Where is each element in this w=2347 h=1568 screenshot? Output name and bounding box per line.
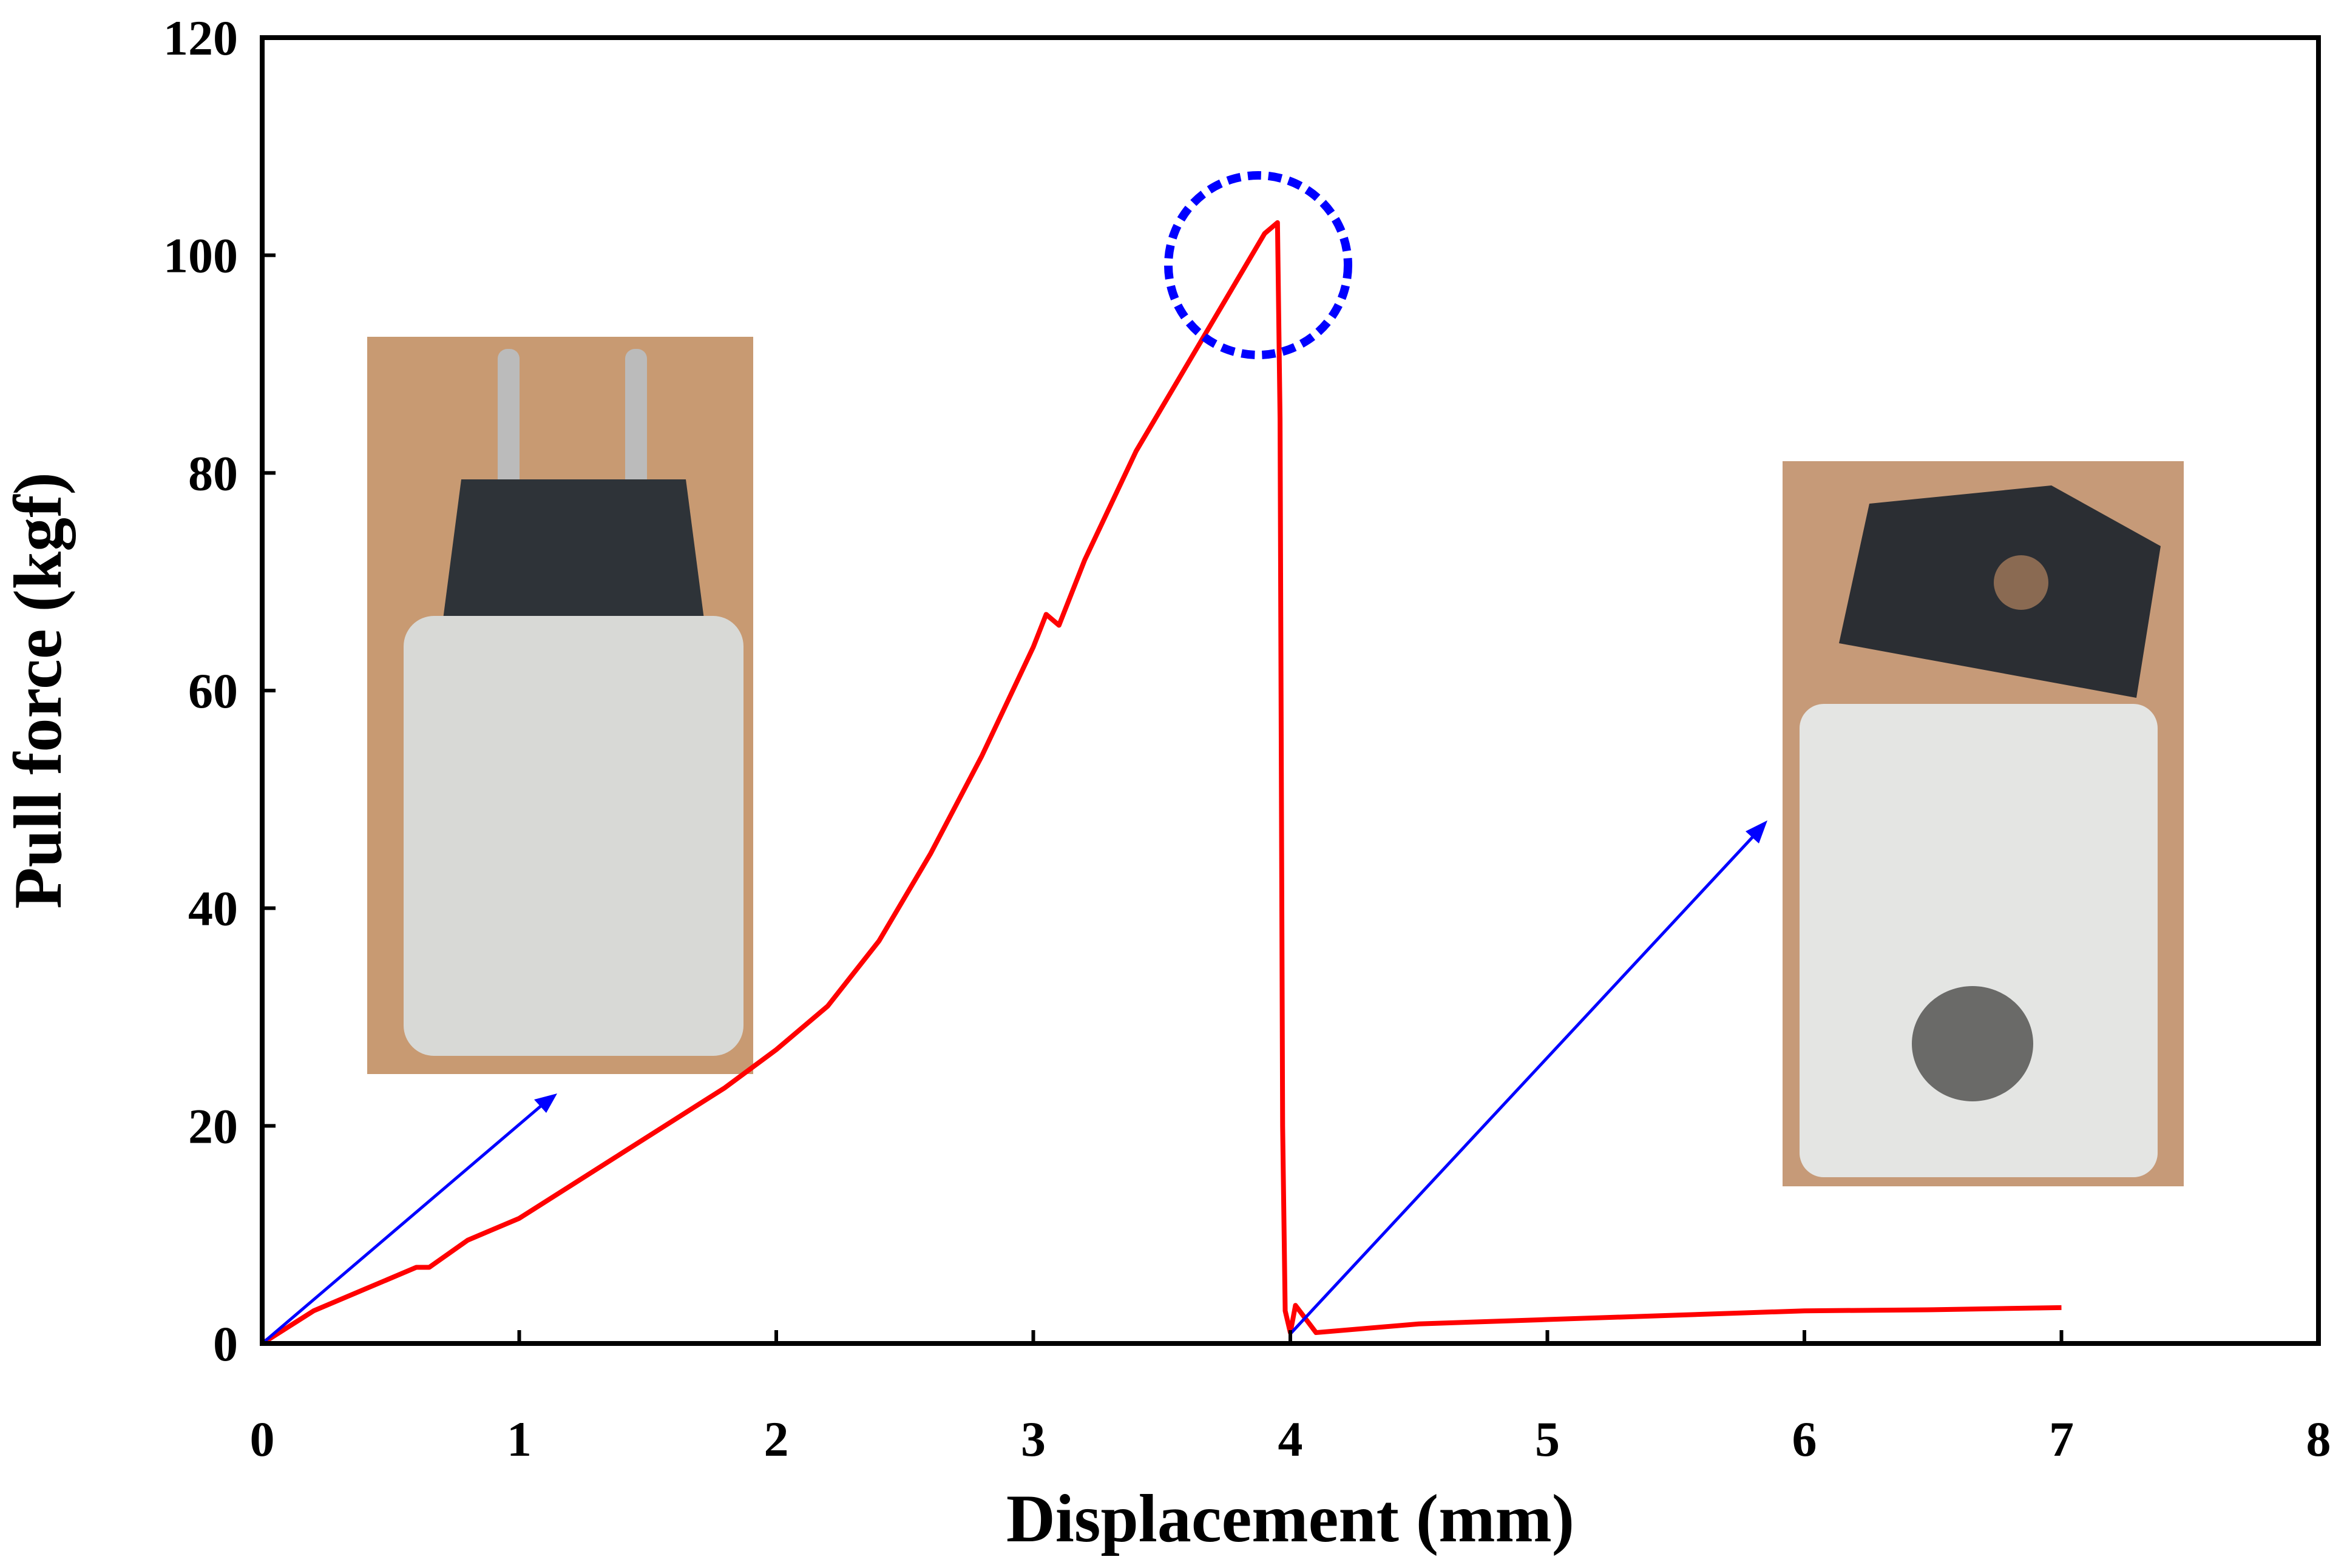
- y-tick-label: 40: [188, 881, 238, 936]
- photo-broken-charger: [1783, 461, 2184, 1186]
- y-axis-title: Pull force (kgf): [1, 472, 76, 909]
- charger-body: [1800, 704, 2158, 1177]
- y-tick-label: 60: [188, 663, 238, 718]
- plug-head: [443, 479, 704, 619]
- arrow-head: [1746, 820, 1767, 843]
- x-axis-title: Displacement (mm): [1006, 1481, 1574, 1556]
- pin: [498, 349, 520, 495]
- x-tick-label: 7: [2049, 1411, 2074, 1467]
- x-tick-label: 3: [1021, 1411, 1046, 1467]
- x-tick-label: 2: [764, 1411, 789, 1467]
- y-tick-label: 100: [163, 228, 238, 283]
- arrow: [261, 1097, 551, 1345]
- pin: [625, 349, 647, 495]
- y-tick-label: 120: [163, 10, 238, 66]
- y-tick-label: 80: [188, 445, 238, 501]
- y-tick-label: 20: [188, 1098, 238, 1154]
- hole: [1912, 986, 2033, 1101]
- hole: [1994, 555, 2048, 610]
- x-tick-label: 6: [1792, 1411, 1817, 1467]
- x-tick-label: 0: [250, 1411, 275, 1467]
- data-line: [260, 220, 2062, 1346]
- plot-area: [260, 220, 2062, 1346]
- peak-highlight: [1164, 171, 1352, 359]
- x-tick-label: 8: [2306, 1411, 2331, 1467]
- arrow-head: [534, 1093, 557, 1113]
- y-tick-label: 0: [213, 1316, 238, 1371]
- charger-body: [404, 616, 743, 1056]
- x-tick-label: 5: [1535, 1411, 1560, 1467]
- arrow: [1290, 826, 1763, 1334]
- photo-intact-charger: [367, 337, 753, 1074]
- x-tick-label: 4: [1278, 1411, 1303, 1467]
- x-tick-label: 1: [507, 1411, 532, 1467]
